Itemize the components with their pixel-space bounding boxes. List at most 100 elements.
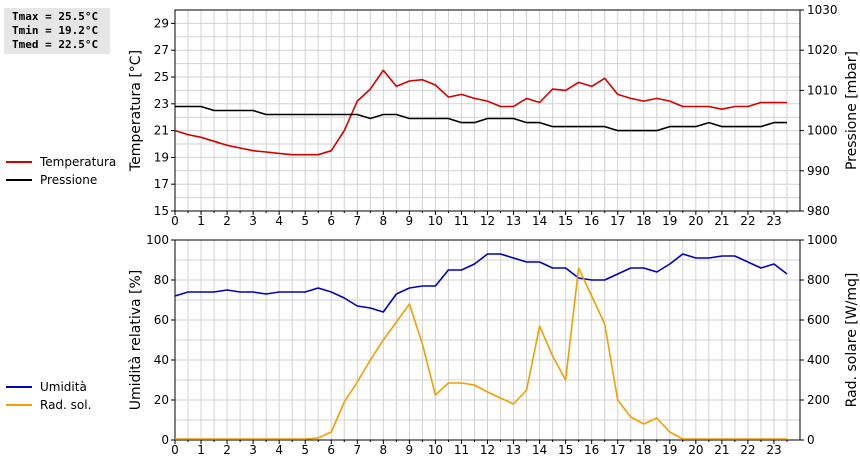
x-tick-label: 2 [223,443,231,457]
x-tick-label: 15 [558,443,573,457]
y-axis-title: Temperatura [°C] [128,50,144,172]
series-line-temperatura [174,69,787,156]
x-tick-label: 23 [766,214,781,228]
legend-label-temperatura: Temperatura [40,155,117,169]
legend-label-pressione: Pressione [40,173,98,187]
x-tick-label: 12 [480,443,495,457]
y-tick-label: 80 [154,273,169,287]
x-tick-label: 3 [249,443,257,457]
y2-tick-label: 600 [807,313,830,327]
x-tick-label: 8 [380,443,388,457]
legend-label-rad-sol: Rad. sol. [40,398,92,412]
y-tick-label: 15 [154,204,169,218]
x-tick-label: 9 [406,443,414,457]
x-tick-label: 14 [532,443,547,457]
x-tick-label: 10 [428,443,443,457]
x-tick-label: 23 [766,443,781,457]
x-tick-label: 6 [327,443,335,457]
y-tick-label: 29 [154,16,169,30]
y2-tick-label: 980 [807,204,830,218]
x-tick-label: 20 [688,443,703,457]
legend-item-temperatura: Temperatura [6,153,136,171]
legend-swatch-temperatura [6,161,32,163]
y-tick-label: 20 [154,393,169,407]
x-tick-label: 21 [714,214,729,228]
y-tick-label: 19 [154,150,169,164]
x-tick-label: 0 [171,443,179,457]
y2-axis-title: Pressione [mbar] [844,51,860,170]
x-tick-label: 22 [740,443,755,457]
x-tick-label: 1 [197,443,205,457]
x-tick-label: 19 [662,443,677,457]
y-tick-label: 21 [154,124,169,138]
x-tick-label: 16 [584,443,599,457]
x-tick-label: 21 [714,443,729,457]
series-line-pressione [175,105,787,132]
y2-tick-label: 1020 [807,43,838,57]
x-tick-label: 17 [610,443,625,457]
x-tick-label: 11 [454,214,469,228]
y-tick-label: 27 [154,43,169,57]
legend-swatch-umidita [6,386,32,388]
y2-tick-label: 990 [807,164,830,178]
y2-tick-label: 1030 [807,3,838,17]
y-tick-label: 23 [154,97,169,111]
x-tick-label: 4 [275,214,283,228]
x-tick-label: 15 [558,214,573,228]
x-tick-label: 12 [480,214,495,228]
y-tick-label: 0 [161,433,169,447]
legend-swatch-rad-sol [6,404,32,406]
x-tick-label: 9 [406,214,414,228]
y2-tick-label: 1010 [807,83,838,97]
legend-swatch-pressione [6,179,32,181]
x-tick-label: 8 [380,214,388,228]
x-tick-label: 13 [506,443,521,457]
x-tick-label: 5 [301,443,309,457]
series-line-umidit [174,253,788,313]
stat-tmed: Tmed = 22.5°C [12,38,99,51]
x-tick-label: 17 [610,214,625,228]
x-tick-label: 20 [688,214,703,228]
stats-box: Tmax = 25.5°C Tmin = 19.2°C Tmed = 22.5°… [4,8,110,54]
legend-top: Temperatura Pressione [6,153,136,189]
x-tick-label: 18 [636,214,651,228]
y-tick-label: 60 [154,313,169,327]
y-axis-title: Umidità relativa [%] [128,270,144,411]
legend-label-umidita: Umidità [40,380,87,394]
x-tick-label: 11 [454,443,469,457]
y2-axis-title: Rad. solare [W/mq] [844,273,860,408]
y-tick-label: 17 [154,177,169,191]
x-tick-label: 4 [275,443,283,457]
x-tick-label: 3 [249,214,257,228]
y2-tick-label: 1000 [807,233,838,247]
y2-tick-label: 0 [807,433,815,447]
stat-tmax: Tmax = 25.5°C [12,10,99,23]
x-tick-label: 2 [223,214,231,228]
x-tick-label: 10 [428,214,443,228]
legend-item-pressione: Pressione [6,171,136,189]
x-tick-label: 13 [506,214,521,228]
legend-item-rad-sol: Rad. sol. [6,396,136,414]
x-tick-label: 19 [662,214,677,228]
y-tick-label: 40 [154,353,169,367]
x-tick-label: 14 [532,214,547,228]
legend-item-umidita: Umidità [6,378,136,396]
x-tick-label: 1 [197,214,205,228]
y-tick-label: 100 [146,233,169,247]
x-tick-label: 18 [636,443,651,457]
x-tick-label: 22 [740,214,755,228]
y2-tick-label: 400 [807,353,830,367]
y2-tick-label: 200 [807,393,830,407]
x-tick-label: 6 [327,214,335,228]
legend-bottom: Umidità Rad. sol. [6,378,136,414]
x-tick-label: 7 [353,443,361,457]
x-tick-label: 0 [171,214,179,228]
stat-tmin: Tmin = 19.2°C [12,24,99,37]
y-tick-label: 25 [154,70,169,84]
y2-tick-label: 800 [807,273,830,287]
series-line-rad-sol [175,267,787,440]
x-tick-label: 5 [301,214,309,228]
x-tick-label: 16 [584,214,599,228]
y2-tick-label: 1000 [807,124,838,138]
